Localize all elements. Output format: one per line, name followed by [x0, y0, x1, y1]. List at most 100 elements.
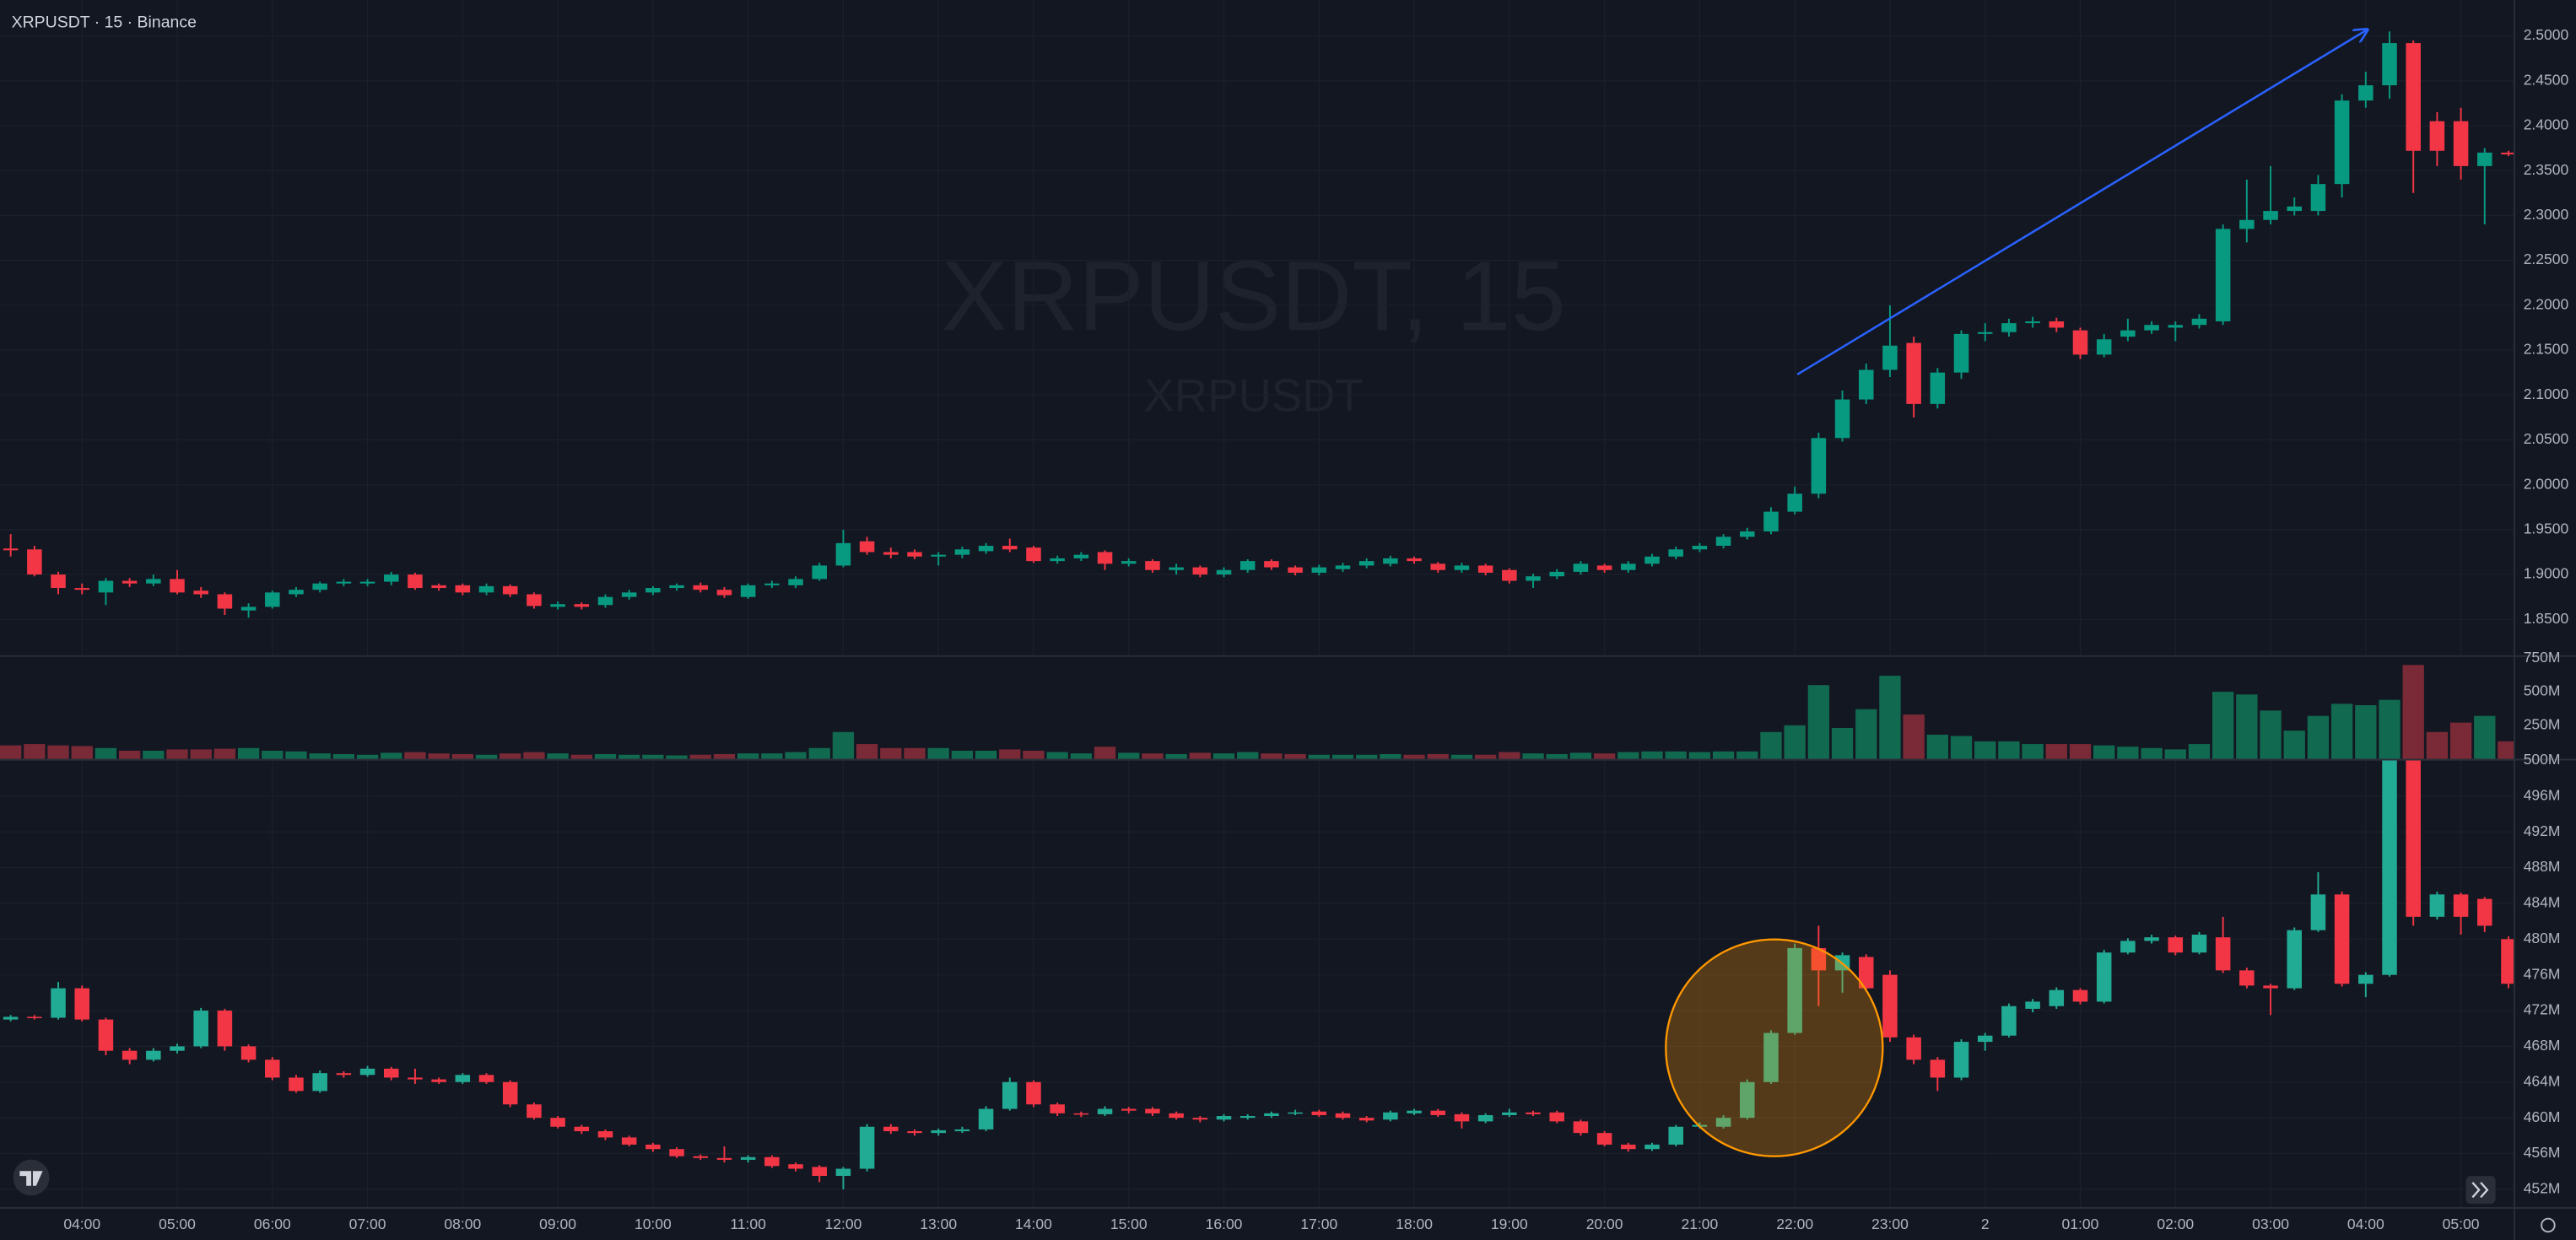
volume-bar — [1712, 751, 1735, 759]
y-tick-label: 2.4000 — [2524, 116, 2569, 133]
volume-bar — [832, 731, 855, 759]
volume-bar — [1499, 752, 1520, 759]
candle-body — [1621, 563, 1636, 570]
x-tick-label: 14:00 — [1015, 1216, 1052, 1232]
highlight-circle — [1665, 938, 1884, 1157]
y-tick-label: 488M — [2524, 858, 2561, 875]
volume-bar — [1784, 725, 1806, 759]
candle-body — [2501, 152, 2514, 155]
candle-body — [1073, 554, 1089, 558]
candle-body — [336, 1073, 352, 1076]
candle-body — [1335, 565, 1351, 569]
candle-body — [1787, 947, 1802, 1033]
y-tick-label: 464M — [2524, 1072, 2561, 1089]
volume-bar — [880, 747, 902, 759]
y-tick-label: 1.9500 — [2524, 520, 2569, 536]
candle-body — [883, 552, 899, 555]
volume-bar — [1356, 754, 1378, 759]
candle-body — [478, 1075, 494, 1082]
candle-body — [2001, 1005, 2017, 1036]
candle-body — [716, 590, 732, 596]
candle-body — [1216, 1116, 1232, 1120]
volume-bar — [999, 749, 1021, 759]
volume-bar — [1950, 736, 1973, 759]
volume-bar — [904, 747, 926, 759]
candle-body — [1358, 1118, 1374, 1121]
watermark-sub: XRPUSDT — [1143, 370, 1363, 422]
candle-body — [1763, 1032, 1779, 1082]
volume-bar — [2117, 747, 2139, 759]
candle-body — [1858, 369, 1874, 400]
candle-body — [98, 580, 114, 593]
candle-body — [383, 574, 399, 582]
candle-body — [716, 1157, 732, 1160]
candle-body — [931, 554, 946, 557]
candle-body — [170, 579, 185, 593]
volume-bar — [213, 748, 236, 759]
candle-body — [1383, 1112, 1398, 1120]
candle-body — [1930, 372, 1946, 404]
volume-bar — [1165, 753, 1187, 759]
x-tick-label: 2 — [1981, 1216, 1990, 1232]
volume-bar — [2449, 722, 2472, 759]
candle-body — [1549, 571, 1564, 577]
candle-body — [240, 1046, 257, 1060]
settings-icon[interactable] — [2541, 1217, 2556, 1233]
candle-body — [98, 1019, 114, 1051]
candle-body — [3, 548, 19, 551]
candle-body — [1288, 1112, 1303, 1114]
candle-body — [431, 585, 446, 589]
candle-body — [1264, 1113, 1279, 1117]
volume-bar — [666, 755, 688, 759]
volume-bar — [2141, 747, 2163, 759]
x-tick-label: 05:00 — [2443, 1216, 2480, 1232]
volume-bar — [2426, 731, 2449, 759]
y-tick-label: 2.0000 — [2524, 475, 2569, 492]
candle-body — [1834, 399, 1850, 439]
volume-bar — [1427, 753, 1449, 759]
volume-bar — [2474, 715, 2496, 759]
chart-title: XRPUSDT · 15 · Binance — [12, 13, 197, 31]
volume-bar — [166, 749, 188, 759]
candle-body — [2429, 121, 2445, 151]
candle-body — [1858, 957, 1874, 989]
candle-body — [2191, 935, 2207, 953]
candle-body — [2168, 937, 2184, 953]
candle-body — [1526, 576, 1541, 581]
tv-logo[interactable] — [13, 1159, 50, 1196]
price-pane — [3, 31, 2514, 618]
candle-body — [1097, 1108, 1113, 1114]
trend-arrow — [1796, 30, 2368, 376]
x-tick-label: 10:00 — [635, 1216, 672, 1232]
candle-body — [645, 588, 661, 593]
candle-body — [2025, 321, 2040, 324]
candle-body — [2287, 930, 2302, 989]
candle-body — [907, 1131, 922, 1134]
volume-bar — [1189, 752, 1211, 759]
candle-body — [359, 1068, 375, 1076]
candle-body — [265, 1059, 280, 1078]
volume-bar — [1855, 709, 1877, 759]
candle-body — [740, 585, 756, 597]
volume-bar — [2355, 704, 2377, 759]
volume-bar — [71, 746, 93, 759]
candle-body — [2168, 325, 2184, 328]
y-tick-label: 484M — [2524, 894, 2561, 911]
volume-bar — [24, 744, 46, 759]
candle-body — [336, 581, 352, 584]
volume-bar — [1736, 751, 1758, 759]
volume-bar — [475, 754, 498, 759]
volume-bar — [2498, 741, 2514, 759]
candle-body — [1335, 1113, 1351, 1119]
candle-body — [931, 1129, 946, 1134]
y-tick-label: 2.1500 — [2524, 341, 2569, 358]
candle-body — [170, 1046, 185, 1051]
candle-body — [1573, 1121, 1589, 1134]
scroll-to-realtime[interactable] — [2465, 1176, 2496, 1205]
candle-body — [1906, 1037, 1921, 1060]
candle-body — [788, 579, 803, 585]
candle-body — [122, 580, 138, 584]
candle-body — [2096, 339, 2112, 355]
candle-body — [574, 604, 590, 607]
